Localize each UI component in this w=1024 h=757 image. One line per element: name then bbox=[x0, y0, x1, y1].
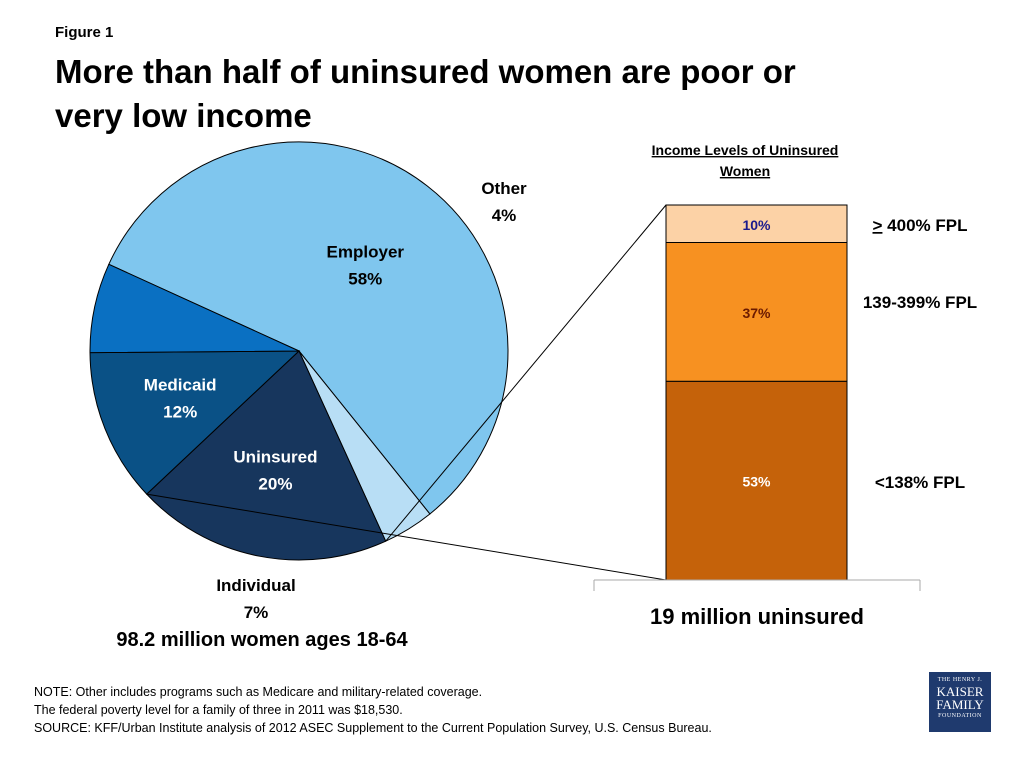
bar-caption: 19 million uninsured bbox=[650, 604, 864, 629]
connector-line bbox=[385, 204, 667, 542]
pie-slice-employer bbox=[108, 141, 509, 515]
chart-text: Employer 58% Other 4% Uninsured 20% Medicaid 12… bbox=[116, 142, 977, 651]
stacked-bar-chart bbox=[146, 204, 921, 591]
logo-line: FAMILY bbox=[936, 697, 984, 712]
pie-slice-individual bbox=[89, 263, 300, 354]
logo-line: KAISER bbox=[936, 684, 984, 699]
pie-chart bbox=[89, 141, 509, 561]
pie-slice-medicaid bbox=[89, 350, 301, 495]
bar-category-label: <138% FPL bbox=[875, 473, 965, 492]
page-title: More than half of uninsured women are po… bbox=[55, 53, 796, 134]
connector-line bbox=[146, 493, 667, 581]
source-line: SOURCE: KFF/Urban Institute analysis of … bbox=[34, 721, 712, 735]
pie-label-individual: Individual bbox=[216, 576, 295, 595]
pie-value-other: 4% bbox=[492, 206, 517, 225]
pie-label-medicaid: Medicaid bbox=[144, 376, 217, 395]
bar-category-label: > 400% FPL bbox=[873, 216, 968, 235]
kaiser-logo: THE HENRY J. KAISER FAMILY FOUNDATION bbox=[929, 672, 991, 732]
bar-segment bbox=[665, 242, 848, 382]
note-line: NOTE: Other includes programs such as Me… bbox=[34, 685, 483, 699]
pie-value-uninsured: 20% bbox=[258, 475, 292, 494]
logo-line: FOUNDATION bbox=[938, 713, 982, 719]
bar-value-label: 10% bbox=[742, 217, 771, 233]
logo-line: THE HENRY J. bbox=[937, 677, 983, 683]
bar-chart-title: Income Levels of Uninsured bbox=[652, 142, 839, 158]
pie-slice-uninsured bbox=[145, 350, 387, 561]
notes: NOTE: Other includes programs such as Me… bbox=[34, 683, 712, 737]
pie-label-uninsured: Uninsured bbox=[233, 448, 317, 467]
pie-label-employer: Employer bbox=[327, 243, 405, 262]
bar-value-label: 53% bbox=[742, 474, 771, 490]
bar-chart-title: Women bbox=[720, 163, 770, 179]
pie-caption: 98.2 million women ages 18-64 bbox=[116, 629, 408, 651]
note-line: The federal poverty level for a family o… bbox=[34, 703, 403, 717]
bar-category-label: 139-399% FPL bbox=[863, 293, 977, 312]
pie-value-individual: 7% bbox=[244, 603, 269, 622]
figure-label: Figure 1 bbox=[55, 24, 114, 41]
bar-segment bbox=[665, 204, 848, 243]
bar-axis bbox=[593, 579, 921, 591]
pie-value-employer: 58% bbox=[348, 270, 382, 289]
pie-value-medicaid: 12% bbox=[163, 403, 197, 422]
bar-value-label: 37% bbox=[742, 305, 771, 321]
pie-label-other: Other bbox=[481, 179, 527, 198]
